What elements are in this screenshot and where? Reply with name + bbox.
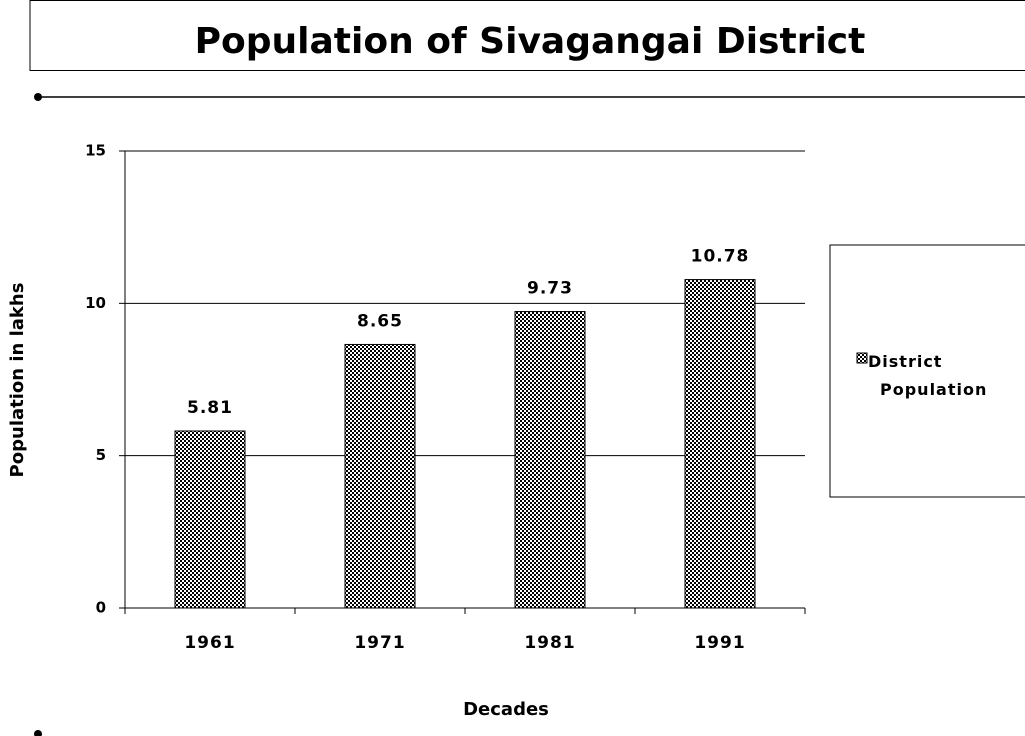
legend-box xyxy=(829,244,1025,498)
legend-swatch xyxy=(856,352,868,364)
chart-title: Population of Sivagangai District xyxy=(195,21,866,62)
y-axis-label: Population in lakhs xyxy=(7,283,28,478)
bullet xyxy=(34,730,42,736)
data-label: 10.78 xyxy=(691,247,750,267)
legend-label: District Population xyxy=(868,352,988,399)
data-label: 8.65 xyxy=(357,311,403,331)
y-tick-label: 5 xyxy=(96,446,106,464)
x-axis-label: Decades xyxy=(463,699,549,720)
y-tick-label: 0 xyxy=(96,599,106,617)
bar xyxy=(344,343,416,609)
x-tick-label: 1971 xyxy=(354,633,405,653)
bar xyxy=(684,279,756,609)
y-tick-label: 10 xyxy=(85,294,106,312)
data-label: 5.81 xyxy=(187,398,233,418)
x-tick-label: 1981 xyxy=(524,633,575,653)
bullet xyxy=(34,93,42,101)
data-label: 9.73 xyxy=(527,279,573,299)
x-tick-label: 1991 xyxy=(694,633,745,653)
y-tick-label: 15 xyxy=(85,142,106,160)
title-box xyxy=(29,0,1025,71)
bar xyxy=(514,311,586,609)
x-tick-label: 1961 xyxy=(184,633,235,653)
bar xyxy=(174,430,246,609)
